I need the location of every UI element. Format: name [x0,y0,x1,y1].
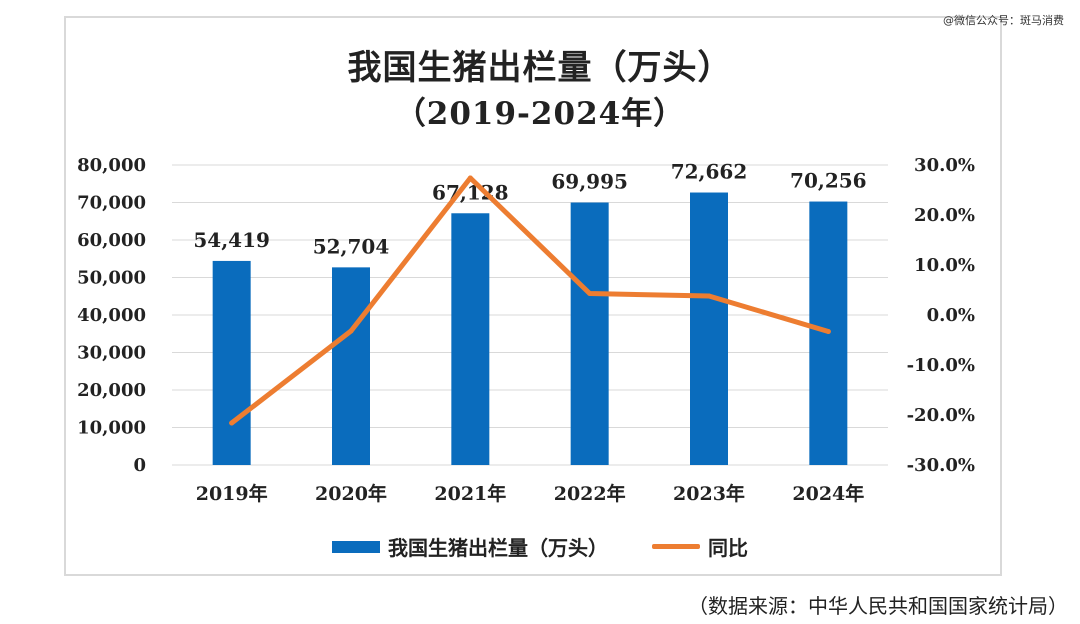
bar [332,267,370,465]
yoy-point [825,329,831,334]
y-left-tick-label: 80,000 [77,155,146,176]
yoy-point [706,293,712,299]
legend-item-bar: 我国生猪出栏量（万头） [332,532,608,561]
yoy-point [587,291,593,296]
x-tick-label: 2021年 [434,482,506,505]
watermark: @微信公众号：斑马消费 [943,14,1064,27]
x-tick-label: 2020年 [315,482,387,505]
bar-data-label: 52,704 [313,234,390,258]
y-left-tick-label: 20,000 [77,380,146,401]
bar [451,213,490,465]
bar [690,192,728,465]
x-tick-label: 2022年 [554,482,626,505]
legend-swatch-line [652,544,700,549]
y-right-tick-label: -20.0% [907,405,975,426]
x-tick-label: 2024年 [792,482,864,505]
bar [212,260,251,465]
y-left-tick-label: 30,000 [77,343,146,364]
y-right-tick-label: 30.0% [914,155,975,176]
y-left-tick-label: 10,000 [77,418,146,439]
legend-item-line: 同比 [652,532,748,561]
y-right-tick-label: 20.0% [914,205,975,226]
bar-data-label: 70,256 [790,169,867,193]
bar [570,202,609,466]
yoy-line [229,175,831,426]
y-left-tick-label: 50,000 [77,268,146,289]
yoy-point [229,420,235,426]
y-left-tick-label: 0 [133,455,146,476]
y-right-tick-label: 10.0% [914,255,975,276]
bar-data-label: 54,419 [193,228,270,252]
bar-data-label: 69,995 [551,170,628,194]
data-source-note: （数据来源：中华人民共和国国家统计局） [688,594,1068,618]
chart-title: 我国生猪出栏量（万头） [347,48,733,88]
y-right-tick-label: 0.0% [927,305,975,326]
yoy-point [467,175,473,181]
x-tick-label: 2019年 [196,482,268,505]
y-left-tick-label: 40,000 [77,305,146,326]
legend-label-bar: 我国生猪出栏量（万头） [388,536,608,560]
legend: 我国生猪出栏量（万头） 同比 [0,532,1080,561]
legend-swatch-bar [332,540,380,553]
chart-subtitle: （2019-2024年） [394,96,686,132]
yoy-point [348,328,354,334]
bar-data-label: 72,662 [671,160,748,184]
y-right-tick-label: -30.0% [907,455,975,476]
legend-label-line: 同比 [708,536,748,560]
x-tick-label: 2023年 [673,482,745,505]
y-left-tick-label: 70,000 [77,193,146,214]
y-left-tick-label: 60,000 [77,230,146,251]
y-right-tick-label: -10.0% [907,355,975,376]
